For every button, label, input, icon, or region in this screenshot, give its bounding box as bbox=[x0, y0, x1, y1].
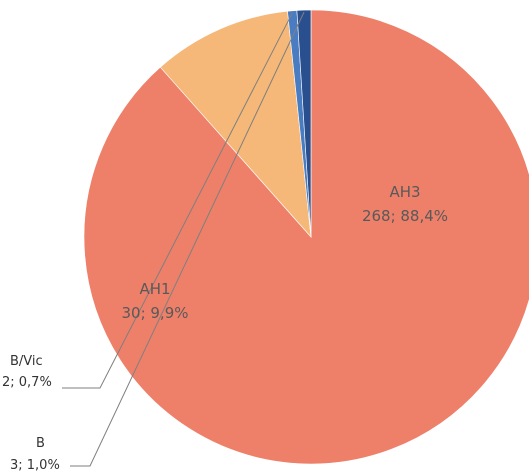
label-name-bvic: B/Vic bbox=[10, 354, 43, 369]
pie-slice-ah3 bbox=[83, 9, 529, 465]
label-value-bvic: 2; 0,7% bbox=[2, 375, 52, 390]
label-name-ah3: AH3 bbox=[389, 183, 420, 201]
pie-slice-b bbox=[296, 9, 312, 238]
label-value-ah1: 30; 9,9% bbox=[121, 304, 188, 322]
leader-line-b-vic bbox=[62, 12, 293, 389]
label-name-ah1: AH1 bbox=[139, 280, 170, 298]
label-name-b: B bbox=[36, 436, 45, 451]
leader-line-b bbox=[70, 11, 305, 467]
label-value-b: 3; 1,0% bbox=[10, 458, 60, 473]
label-value-ah3: 268; 88,4% bbox=[362, 207, 448, 225]
